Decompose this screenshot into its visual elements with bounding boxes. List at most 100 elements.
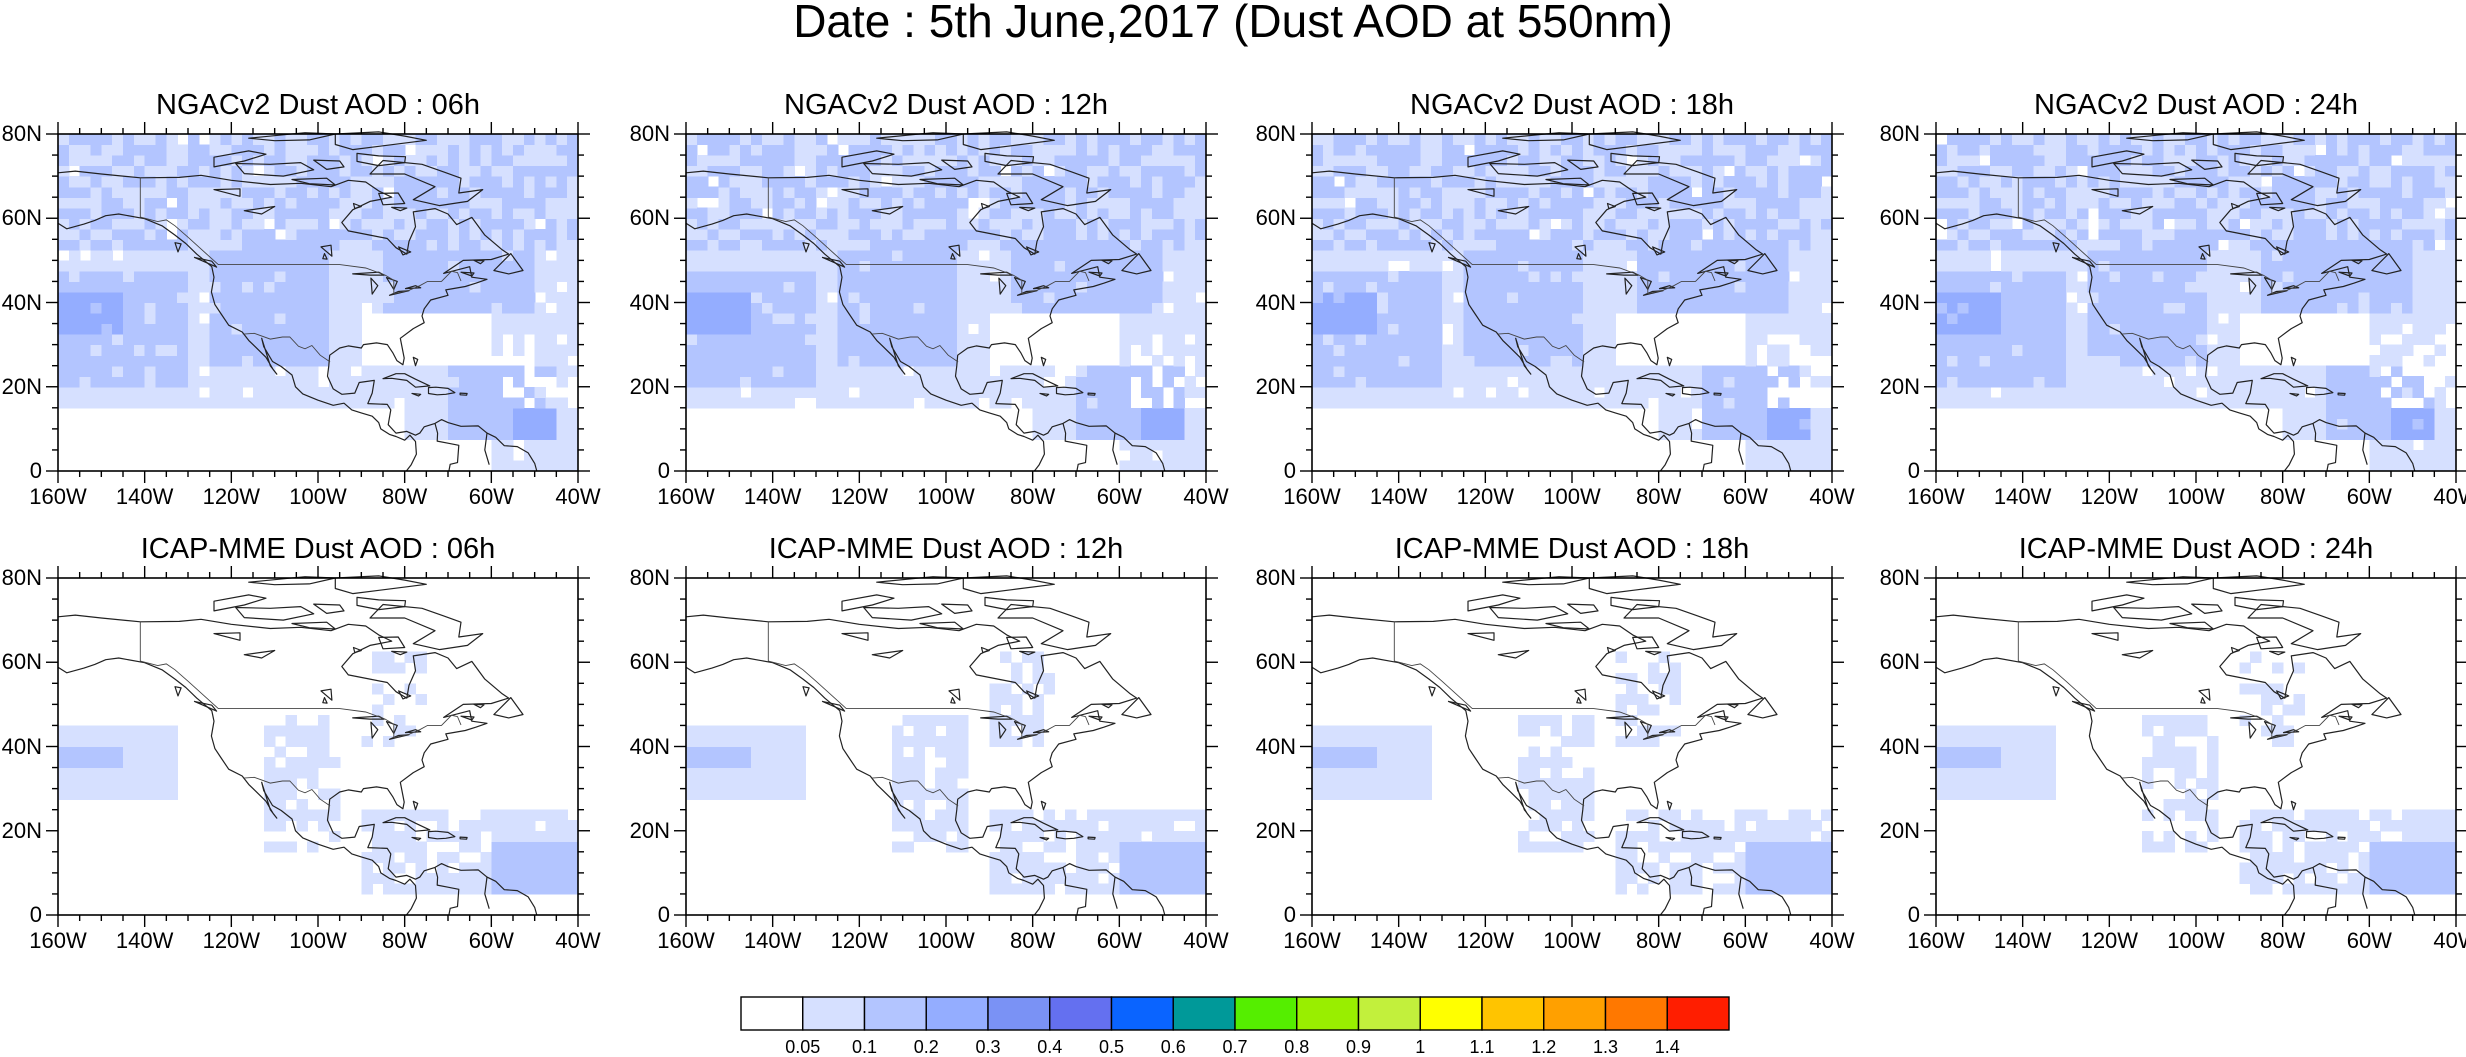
colorbar-swatch — [1606, 997, 1668, 1030]
lon-tick-label: 100W — [2156, 930, 2236, 952]
lon-tick-label: 100W — [906, 486, 986, 508]
lon-tick-label: 40W — [538, 486, 618, 508]
panel-title: NGACv2 Dust AOD : 06h — [18, 89, 618, 121]
lat-tick-label: 20N — [0, 820, 42, 842]
lat-tick-label: 60N — [0, 651, 42, 673]
colorbar-label: 0.2 — [896, 1038, 956, 1056]
lat-tick-label: 80N — [1860, 123, 1920, 145]
lon-tick-label: 60W — [1079, 930, 1159, 952]
colorbar-swatch — [1050, 997, 1112, 1030]
lat-tick-label: 0 — [1236, 460, 1296, 482]
aod-map — [686, 578, 1206, 915]
lat-tick-label: 0 — [610, 460, 670, 482]
lat-tick-label: 60N — [1860, 651, 1920, 673]
aod-field — [1312, 652, 1833, 895]
panel-title: NGACv2 Dust AOD : 24h — [1896, 89, 2466, 121]
lon-tick-label: 100W — [2156, 486, 2236, 508]
lat-tick-label: 80N — [610, 567, 670, 589]
lon-tick-label: 160W — [646, 486, 726, 508]
lon-tick-label: 120W — [1445, 930, 1525, 952]
aod-field — [1936, 652, 2457, 895]
colorbar-label: 0.1 — [835, 1038, 895, 1056]
aod-field — [58, 652, 579, 895]
lat-tick-label: 80N — [1860, 567, 1920, 589]
lon-tick-label: 140W — [733, 486, 813, 508]
aod-map — [58, 578, 578, 915]
colorbar — [740, 996, 1730, 1032]
colorbar-label: 1.1 — [1452, 1038, 1512, 1056]
lat-tick-label: 80N — [0, 567, 42, 589]
lat-tick-label: 80N — [1236, 123, 1296, 145]
lon-tick-label: 60W — [451, 930, 531, 952]
lon-tick-label: 40W — [538, 930, 618, 952]
colorbar-label: 1.2 — [1514, 1038, 1574, 1056]
aod-map — [1936, 134, 2456, 471]
lat-tick-label: 80N — [610, 123, 670, 145]
lon-tick-label: 140W — [105, 486, 185, 508]
lon-tick-label: 100W — [278, 486, 358, 508]
colorbar-swatch — [1297, 997, 1359, 1030]
colorbar-swatch — [1482, 997, 1544, 1030]
colorbar-swatch — [1173, 997, 1235, 1030]
lat-tick-label: 80N — [1236, 567, 1296, 589]
panel-title: NGACv2 Dust AOD : 18h — [1272, 89, 1872, 121]
colorbar-swatches — [740, 996, 1730, 1032]
colorbar-label: 1.4 — [1637, 1038, 1697, 1056]
lon-tick-label: 100W — [906, 930, 986, 952]
lon-tick-label: 60W — [451, 486, 531, 508]
aod-field — [686, 652, 1207, 895]
lat-tick-label: 0 — [1860, 904, 1920, 926]
lon-tick-label: 60W — [2329, 486, 2409, 508]
lat-tick-label: 40N — [1860, 736, 1920, 758]
aod-map — [1936, 578, 2456, 915]
colorbar-label: 0.7 — [1205, 1038, 1265, 1056]
lat-tick-label: 20N — [1860, 376, 1920, 398]
lon-tick-label: 80W — [1619, 930, 1699, 952]
lon-tick-label: 120W — [191, 486, 271, 508]
lat-tick-label: 60N — [0, 207, 42, 229]
lon-tick-label: 40W — [2416, 930, 2466, 952]
colorbar-swatch — [803, 997, 865, 1030]
lon-tick-label: 60W — [1079, 486, 1159, 508]
colorbar-swatch — [741, 997, 803, 1030]
colorbar-label: 0.05 — [773, 1038, 833, 1056]
lon-tick-label: 100W — [278, 930, 358, 952]
colorbar-swatch — [865, 997, 927, 1030]
lat-tick-label: 40N — [1236, 736, 1296, 758]
lon-tick-label: 120W — [2069, 930, 2149, 952]
lat-tick-label: 20N — [1236, 820, 1296, 842]
lat-tick-label: 0 — [1236, 904, 1296, 926]
lat-tick-label: 0 — [610, 904, 670, 926]
lat-tick-label: 20N — [610, 376, 670, 398]
lat-tick-label: 40N — [1860, 292, 1920, 314]
lon-tick-label: 140W — [1359, 930, 1439, 952]
lat-tick-label: 60N — [1860, 207, 1920, 229]
lon-tick-label: 80W — [365, 930, 445, 952]
lat-tick-label: 60N — [610, 207, 670, 229]
lon-tick-label: 140W — [1983, 930, 2063, 952]
lon-tick-label: 60W — [2329, 930, 2409, 952]
aod-map — [58, 134, 578, 471]
aod-map — [686, 134, 1206, 471]
figure-title: Date : 5th June,2017 (Dust AOD at 550nm) — [0, 0, 2466, 46]
colorbar-label: 0.3 — [958, 1038, 1018, 1056]
colorbar-label: 0.4 — [1020, 1038, 1080, 1056]
lon-tick-label: 120W — [819, 486, 899, 508]
lat-tick-label: 60N — [1236, 651, 1296, 673]
colorbar-swatch — [1235, 997, 1297, 1030]
lon-tick-label: 160W — [1896, 930, 1976, 952]
colorbar-label: 0.8 — [1267, 1038, 1327, 1056]
lon-tick-label: 120W — [191, 930, 271, 952]
lon-tick-label: 120W — [2069, 486, 2149, 508]
colorbar-swatch — [1544, 997, 1606, 1030]
colorbar-label: 0.6 — [1143, 1038, 1203, 1056]
lat-tick-label: 60N — [1236, 207, 1296, 229]
colorbar-label: 0.5 — [1082, 1038, 1142, 1056]
lat-tick-label: 40N — [1236, 292, 1296, 314]
lon-tick-label: 160W — [18, 486, 98, 508]
